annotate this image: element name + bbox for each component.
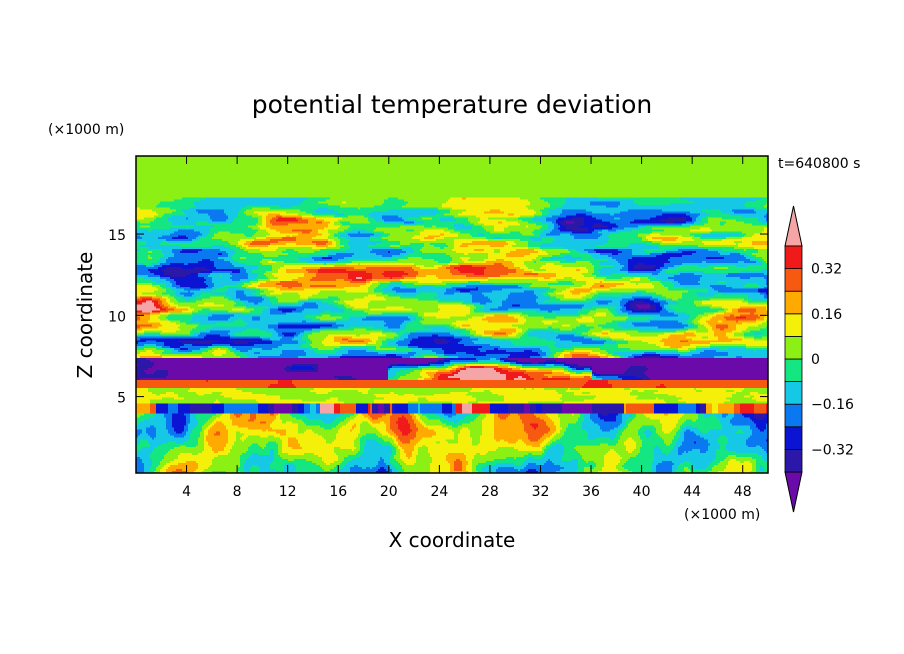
colorbar-label: 0.16 xyxy=(811,307,842,323)
x-tick-label: 20 xyxy=(380,484,398,500)
colorbar-band xyxy=(784,245,803,270)
x-tick-label: 40 xyxy=(633,484,651,500)
colorbar-label: 0 xyxy=(811,352,820,368)
colorbar-band xyxy=(784,313,803,337)
x-axis-label: X coordinate xyxy=(389,528,516,552)
colorbar-band xyxy=(784,448,803,473)
colorbar: 0.32 0.16 0 −0.16 −0.32 xyxy=(784,205,854,513)
x-tick-label: 44 xyxy=(683,484,701,500)
colorbar-band xyxy=(784,290,803,315)
y-axis-label: Z coordinate xyxy=(73,252,97,379)
colorbar-bottom-extension xyxy=(784,471,803,513)
colorbar-band xyxy=(784,335,803,360)
colorbar-label: −0.32 xyxy=(811,442,854,458)
x-tick-label: 36 xyxy=(582,484,600,500)
z-unit-label: (×1000 m) xyxy=(48,122,124,138)
x-tick-label: 24 xyxy=(430,484,448,500)
chart-title: potential temperature deviation xyxy=(252,90,652,119)
x-tick-label: 28 xyxy=(481,484,499,500)
colorbar-label: 0.32 xyxy=(811,262,842,278)
colorbar-band xyxy=(784,268,803,292)
z-ticks: 5 10 15 xyxy=(108,228,768,407)
z-tick-label: 15 xyxy=(108,228,126,244)
x-tick-label: 12 xyxy=(279,484,297,500)
x-tick-label: 4 xyxy=(182,484,191,500)
colorbar-top-extension xyxy=(784,205,803,247)
colorbar-band xyxy=(784,426,803,450)
z-tick-label: 10 xyxy=(108,309,126,325)
contour-field xyxy=(136,156,768,473)
colorbar-band xyxy=(784,403,803,428)
x-tick-label: 48 xyxy=(734,484,752,500)
x-tick-label: 32 xyxy=(532,484,550,500)
x-tick-label: 8 xyxy=(233,484,242,500)
colorbar-label: −0.16 xyxy=(811,397,854,413)
colorbar-band xyxy=(784,381,803,405)
x-tick-label: 16 xyxy=(329,484,347,500)
plot-frame xyxy=(135,155,769,474)
z-tick-label: 5 xyxy=(117,391,126,407)
time-label: t=640800 s xyxy=(778,156,860,172)
x-unit-label: (×1000 m) xyxy=(684,507,760,523)
colorbar-band xyxy=(784,358,803,383)
x-ticks: 4 8 12 16 20 24 28 32 36 40 44 48 xyxy=(182,156,752,500)
